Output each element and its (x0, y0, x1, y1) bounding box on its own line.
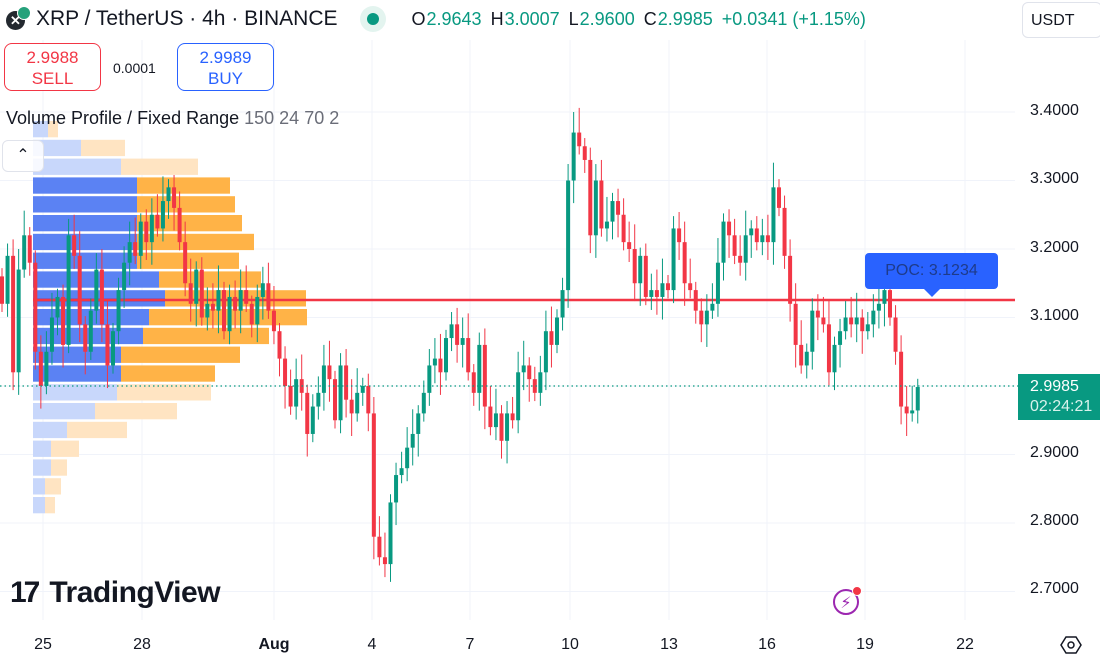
price-change: +0.0341 (+1.15%) (721, 8, 866, 29)
sell-price: 2.9988 (26, 48, 79, 67)
sell-button[interactable]: 2.9988 SELL (4, 43, 101, 91)
open-label: O (411, 8, 426, 29)
tradingview-mark-icon: 17 (10, 576, 40, 609)
price-label: 3.2000 (1030, 239, 1079, 256)
time-label: 19 (856, 636, 874, 653)
last-price: 2.9985 (1030, 378, 1079, 395)
indicator-legend[interactable]: Volume Profile / Fixed Range 150 24 70 2 (6, 108, 339, 129)
price-label: 3.4000 (1030, 102, 1079, 119)
price-label: 2.7000 (1030, 580, 1079, 597)
time-label: 4 (367, 636, 377, 653)
high-label: H (490, 8, 504, 29)
time-label: Aug (258, 636, 290, 653)
market-open-icon[interactable] (359, 6, 386, 32)
spread-value: 0.0001 (113, 60, 156, 76)
time-label: 28 (133, 636, 151, 653)
xrp-usdt-logo-icon: ✕ (6, 6, 31, 30)
high-value: 3.0007 (504, 8, 560, 29)
price-label: 2.8000 (1030, 512, 1079, 529)
close-value: 2.9985 (657, 8, 713, 29)
close-label: C (643, 8, 657, 29)
time-label: 25 (34, 636, 52, 653)
symbol-title[interactable]: XRP / TetherUS · 4h · BINANCE (36, 7, 338, 30)
tradingview-logo[interactable]: 17 TradingView (10, 576, 221, 610)
time-label: 7 (465, 636, 475, 653)
price-label: 3.3000 (1030, 170, 1079, 187)
last-price-tag: 2.9985 02:24:21 (1018, 374, 1100, 420)
sell-label: SELL (31, 69, 74, 88)
low-value: 2.9600 (579, 8, 635, 29)
currency-selector[interactable]: USDT (1022, 2, 1100, 38)
time-label: 10 (561, 636, 579, 653)
time-label: 13 (660, 636, 678, 653)
indicator-params: 150 24 70 2 (244, 108, 340, 128)
buy-price: 2.9989 (199, 48, 252, 67)
indicator-name: Volume Profile / Fixed Range (6, 108, 240, 128)
candlestick-series (0, 107, 920, 582)
poc-label: POC: 3.1234 (865, 253, 998, 297)
bar-countdown: 02:24:21 (1030, 398, 1093, 415)
settings-gear-icon[interactable] (1060, 634, 1082, 656)
time-label: 22 (956, 636, 974, 653)
price-label: 3.1000 (1030, 307, 1079, 324)
collapse-legend-button[interactable]: ⌃ (2, 140, 44, 172)
low-label: L (568, 8, 579, 29)
open-value: 2.9643 (426, 8, 482, 29)
chevron-up-icon: ⌃ (16, 147, 30, 164)
ohlc-values: O2.9643 H3.0007 L2.9600 C2.9985 +0.0341 … (412, 9, 866, 30)
lightning-alert-icon[interactable]: ⚡︎ (833, 586, 862, 615)
time-label: 16 (758, 636, 776, 653)
buy-label: BUY (208, 69, 243, 88)
tradingview-wordmark: TradingView (49, 576, 221, 609)
buy-button[interactable]: 2.9989 BUY (177, 43, 274, 91)
price-label: 2.9000 (1030, 444, 1079, 461)
symbol-header: ✕ XRP / TetherUS · 4h · BINANCE O2.9643 … (6, 5, 866, 33)
